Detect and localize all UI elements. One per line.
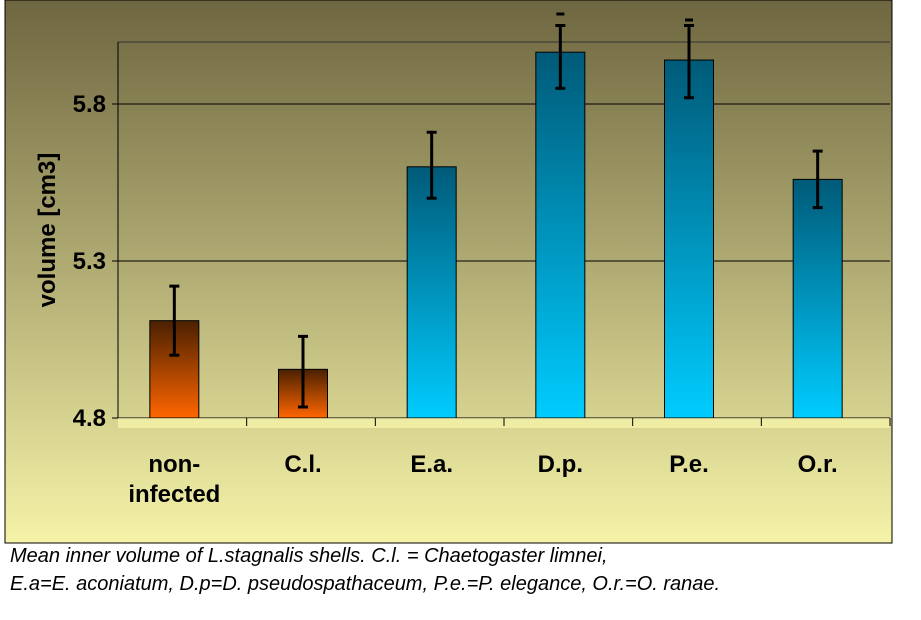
bar — [535, 51, 586, 419]
y-axis-label: volume [cm3] — [34, 153, 61, 308]
y-tick-label: 4.8 — [73, 405, 106, 432]
x-tick-label: C.l. — [284, 451, 321, 478]
y-tick-label: 5.8 — [73, 91, 106, 118]
bar-chart: 4.8 5.3 5.8 non-infected C.l. E.a. D.p. P.e. O.r… — [4, 0, 893, 544]
x-tick-label: O.r. — [798, 451, 838, 478]
caption-line-1: Mean inner volume of L.stagnalis shells.… — [10, 545, 608, 567]
bar — [664, 59, 714, 419]
x-tick-label: D.p. — [538, 451, 583, 478]
x-tick-label: P.e. — [669, 451, 709, 478]
caption-line-2: E.a=E. aconiatum, D.p=D. pseudospathaceu… — [10, 573, 721, 595]
x-tick-label: E.a. — [410, 451, 453, 478]
y-tick-label: 5.3 — [73, 248, 106, 275]
bar — [406, 166, 457, 419]
bar — [792, 178, 843, 419]
chart: 4.8 5.3 5.8 non-infected C.l. E.a. D.p. P.e. O.r… — [4, 0, 893, 544]
x-tick-label: non-infected — [128, 451, 220, 508]
